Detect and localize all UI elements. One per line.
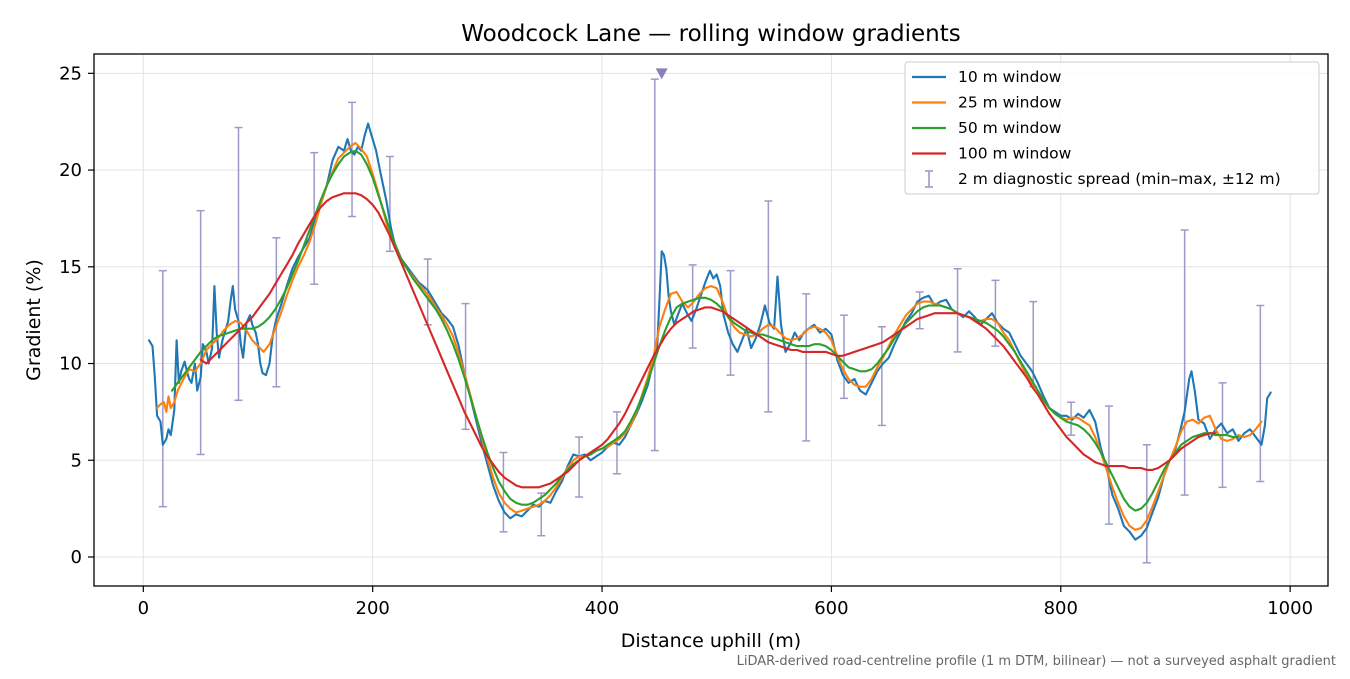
y-tick-label: 0 xyxy=(71,547,82,568)
legend-item: 100 m window xyxy=(912,145,1072,163)
series-line xyxy=(170,149,1240,512)
legend-item: 50 m window xyxy=(912,119,1062,137)
legend-label: 25 m window xyxy=(958,94,1062,112)
legend-box xyxy=(904,61,1320,195)
spread-errorbar xyxy=(158,269,167,508)
spread-errorbar xyxy=(1180,229,1189,496)
y-tick-label: 25 xyxy=(59,63,82,84)
legend-item: 10 m window xyxy=(912,68,1062,86)
spread-errorbar xyxy=(764,200,773,413)
spread-errorbar xyxy=(840,314,849,400)
clipped-marker-layer xyxy=(655,68,668,80)
x-tick-label: 0 xyxy=(138,598,149,619)
x-tick-label: 800 xyxy=(1044,598,1078,619)
legend-item: 25 m window xyxy=(912,94,1062,112)
spread-errorbar xyxy=(272,237,281,388)
spread-errorbar xyxy=(802,293,811,442)
y-tick-label: 15 xyxy=(59,257,82,278)
clipped-marker xyxy=(655,68,668,80)
legend-label: 2 m diagnostic spread (min–max, ±12 m) xyxy=(958,170,1281,188)
legend-label: 50 m window xyxy=(958,119,1062,137)
spread-errorbar xyxy=(1256,304,1265,483)
y-tick-label: 20 xyxy=(59,160,82,181)
spread-errorbar xyxy=(650,78,659,452)
series-line xyxy=(199,192,1217,489)
footnote: LiDAR-derived road-centreline profile (1… xyxy=(737,654,1336,669)
spread-errorbar xyxy=(499,451,508,533)
legend-item: 2 m diagnostic spread (min–max, ±12 m) xyxy=(925,170,1281,188)
plot-area-frame xyxy=(93,53,1329,587)
x-axis-label: Distance uphill (m) xyxy=(621,630,801,652)
x-tick-label: 400 xyxy=(585,598,619,619)
y-tick-label: 10 xyxy=(59,354,82,375)
spread-errorbar xyxy=(196,209,205,456)
series-line xyxy=(156,141,1263,531)
spread-errorbar xyxy=(688,264,697,349)
y-axis-ticks: 0 5 10 15 20 25 xyxy=(59,63,94,568)
spread-errorbar xyxy=(461,302,470,431)
x-axis-ticks: 0 200 400 600 800 1000 xyxy=(138,586,1313,619)
spread-errorbar xyxy=(991,279,1000,347)
legend-label: 100 m window xyxy=(958,145,1072,163)
spread-errorbar xyxy=(953,267,962,353)
x-tick-label: 1000 xyxy=(1267,598,1313,619)
spread-errorbar xyxy=(575,436,584,498)
legend: 10 m window 25 m window 50 m window 100 m w… xyxy=(904,61,1320,195)
legend-label: 10 m window xyxy=(958,68,1062,86)
x-tick-label: 200 xyxy=(356,598,390,619)
y-axis-label: Gradient (%) xyxy=(23,259,45,381)
spread-errorbar xyxy=(348,101,357,218)
spread-errorbar xyxy=(612,411,621,475)
chart-title: Woodcock Lane — rolling window gradients xyxy=(461,21,961,47)
spread-errorbar xyxy=(234,126,243,402)
y-tick-label: 5 xyxy=(71,450,82,471)
x-tick-label: 600 xyxy=(814,598,848,619)
series-line xyxy=(147,122,1272,541)
series-lines xyxy=(147,122,1272,541)
spread-errorbar xyxy=(537,492,546,537)
